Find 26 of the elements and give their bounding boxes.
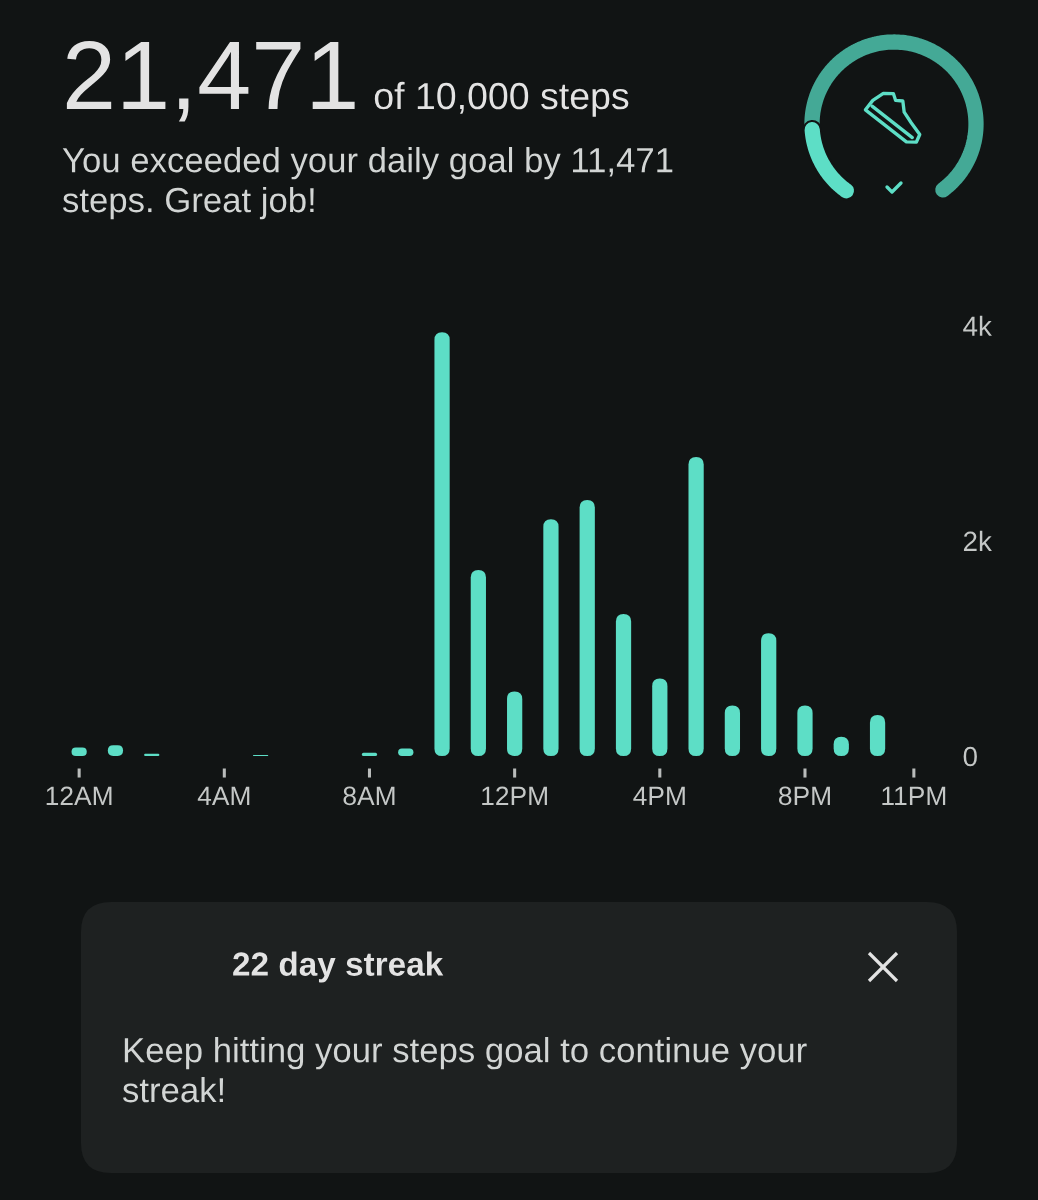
- bar: [579, 499, 595, 756]
- text: Keep hitting your steps goal to continue your streak!: [122, 1037, 807, 1103]
- bar: [652, 678, 668, 756]
- y-tick-label: 4k: [963, 315, 992, 336]
- y-tick-label: 2k: [963, 530, 992, 551]
- x-tick-label: 11PM: [882, 786, 946, 805]
- chart-title: 21,471: [66, 41, 355, 122]
- bar: [724, 705, 741, 756]
- text: of 10,000 steps: [374, 81, 629, 117]
- x-tick-label: 8AM: [343, 786, 395, 806]
- x-tick-label: 12PM: [482, 786, 547, 805]
- x-tick-label: 4PM: [633, 786, 685, 805]
- bar: [507, 691, 523, 756]
- bar: [797, 705, 813, 756]
- bar: [761, 633, 777, 756]
- bar: [688, 456, 704, 756]
- x-tick-label: 8PM: [779, 786, 830, 806]
- bar: [615, 614, 632, 756]
- x-tick-label: 12AM: [46, 786, 112, 805]
- text: 22 day streak: [233, 951, 444, 983]
- y-tick-label: 0: [963, 746, 977, 767]
- x-tick-label: 4AM: [197, 786, 250, 805]
- bar: [543, 519, 559, 756]
- bar: [470, 569, 486, 756]
- chart-subtitle: You exceeded your daily goal by 11,471 steps. Great job!: [62, 147, 673, 220]
- bar: [434, 332, 450, 756]
